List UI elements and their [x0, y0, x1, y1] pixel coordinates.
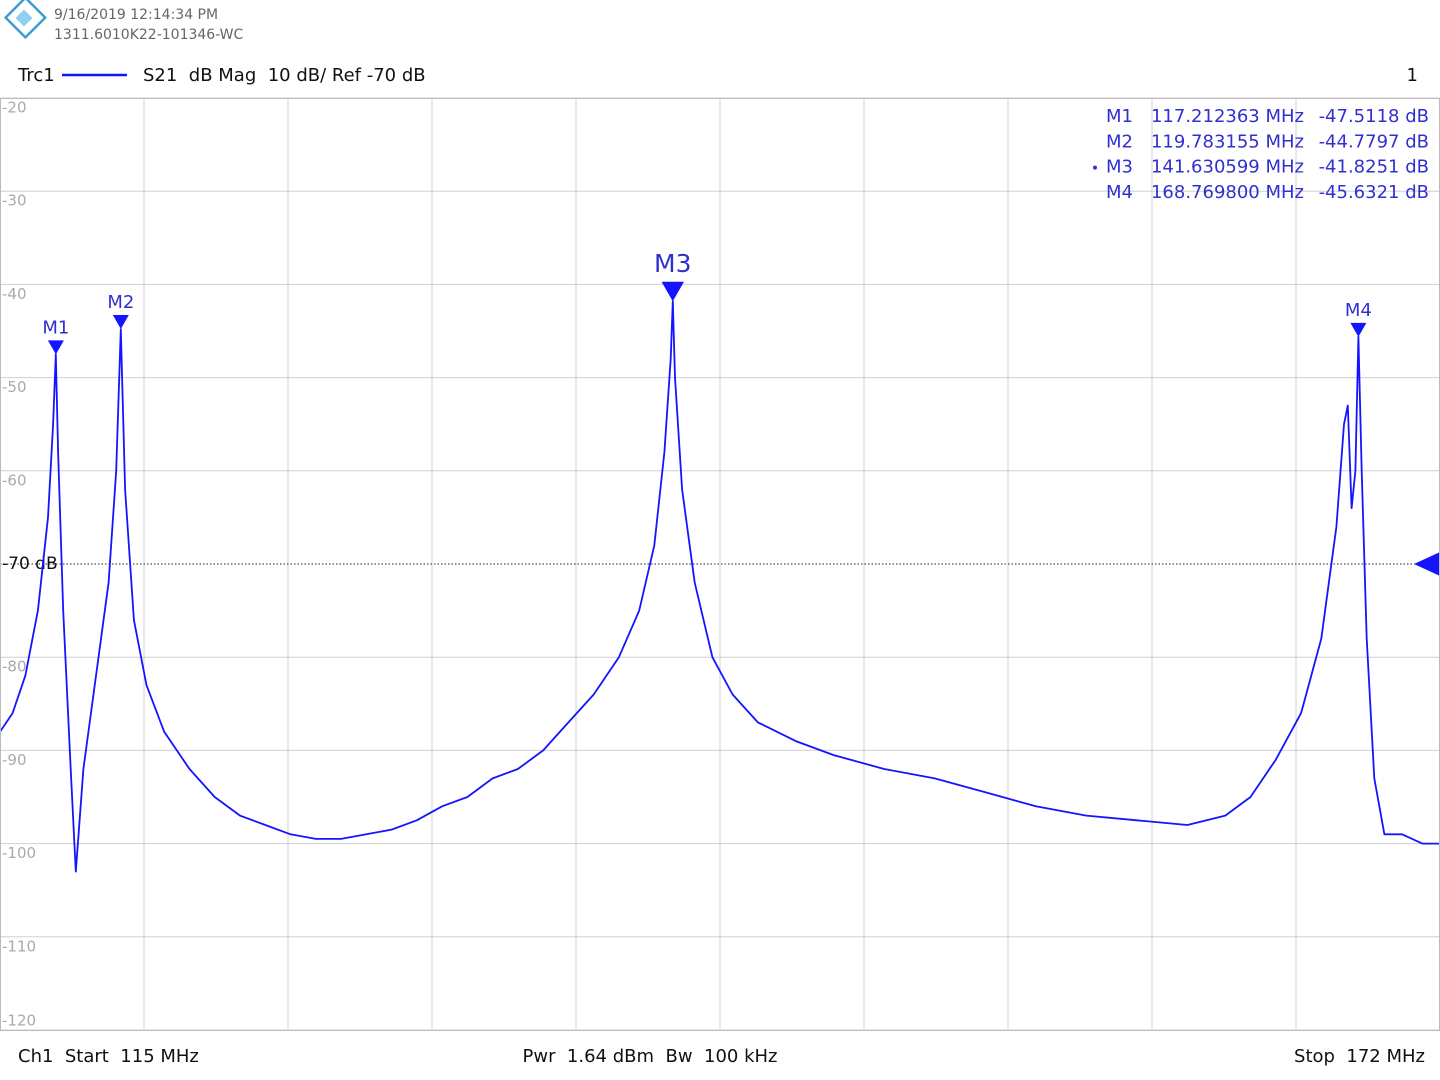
y-tick-label: -90: [2, 751, 27, 769]
y-tick-label: -50: [2, 378, 27, 396]
marker-label: M1: [42, 317, 69, 338]
marker-label: M2: [107, 292, 134, 313]
marker-table-value: -44.7797 dB: [1319, 131, 1429, 152]
logo: [3, 0, 47, 40]
active-marker-dot: [1093, 165, 1097, 170]
marker-table-freq: 141.630599 MHz: [1151, 157, 1304, 178]
y-tick-label: -30: [2, 192, 27, 210]
marker-table-freq: 119.783155 MHz: [1151, 131, 1304, 152]
marker-table-freq: 168.769800 MHz: [1151, 182, 1304, 203]
marker-table-value: -41.8251 dB: [1319, 157, 1429, 178]
trace-settings: S21 dB Mag 10 dB/ Ref -70 dB: [143, 65, 426, 86]
marker-table-name: M2: [1106, 131, 1133, 152]
marker-triangle: [47, 340, 64, 355]
marker-label: M3: [654, 249, 691, 278]
marker-triangle: [112, 314, 129, 329]
timestamp: 9/16/2019 12:14:34 PM: [54, 7, 218, 23]
y-tick-label: -120: [2, 1012, 36, 1030]
y-tick-label: -60: [2, 471, 27, 489]
device-id: 1311.6010K22-101346-WC: [54, 27, 244, 43]
marker-table-value: -47.5118 dB: [1319, 106, 1429, 127]
marker-table-name: M1: [1106, 106, 1133, 127]
marker-triangle: [661, 281, 684, 302]
marker-table-name: M4: [1106, 182, 1133, 203]
window-number: 1: [1407, 65, 1418, 86]
y-tick-label: -40: [2, 285, 27, 303]
y-tick-label: -20: [2, 99, 27, 117]
power-bandwidth: Pwr 1.64 dBm Bw 100 kHz: [523, 1046, 778, 1067]
marker-triangle: [1350, 322, 1367, 337]
marker-table-freq: 117.212363 MHz: [1151, 106, 1304, 127]
y-tick-label: -80: [2, 658, 27, 676]
y-tick-label: -110: [2, 937, 36, 955]
ref-arrow: [1414, 552, 1440, 576]
marker-table-name: M3: [1106, 157, 1133, 178]
trace: [0, 300, 1440, 873]
stop-label: Stop 172 MHz: [1294, 1046, 1425, 1067]
plot-area: -20-30-40-50-60-70 dB-80-90-100-110-120M…: [0, 97, 1440, 1031]
marker-table-value: -45.6321 dB: [1319, 182, 1429, 203]
trace-name: Trc1: [17, 65, 55, 86]
start-label: Ch1 Start 115 MHz: [18, 1046, 199, 1067]
y-tick-label: -100: [2, 844, 36, 862]
marker-label: M4: [1345, 300, 1372, 321]
